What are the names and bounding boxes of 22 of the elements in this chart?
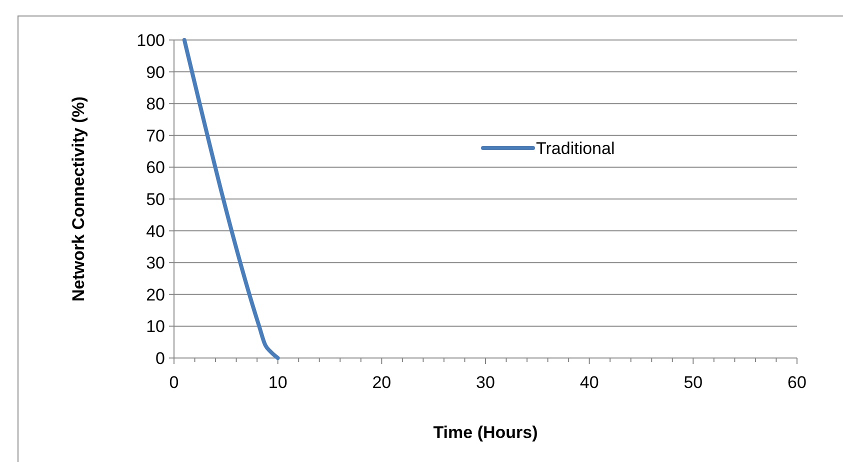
x-tick-label: 30 (476, 373, 495, 392)
x-tick-label: 40 (580, 373, 599, 392)
y-tick-label: 40 (146, 222, 165, 241)
y-tick-label: 10 (146, 317, 165, 336)
x-axis-title: Time (Hours) (433, 423, 538, 442)
y-axis-title: Network Connectivity (%) (69, 96, 88, 302)
y-tick-label: 80 (146, 94, 165, 114)
y-tick-label: 0 (156, 348, 165, 368)
y-tick-label: 20 (146, 285, 165, 304)
x-tick-label: 50 (684, 373, 703, 392)
y-tick-label: 90 (146, 62, 165, 82)
y-tick-label: 70 (146, 126, 165, 146)
x-tick-label: 10 (268, 373, 288, 392)
y-tick-label: 60 (146, 158, 165, 178)
x-tick-label: 0 (169, 373, 179, 392)
y-tick-label: 30 (146, 254, 165, 273)
x-tick-label: 20 (372, 373, 392, 392)
x-tick-label: 60 (788, 373, 806, 392)
y-tick-label: 50 (146, 190, 165, 209)
legend-label: Traditional (536, 138, 615, 158)
line-series (182, 38, 280, 360)
y-tick-label: 100 (136, 30, 165, 50)
